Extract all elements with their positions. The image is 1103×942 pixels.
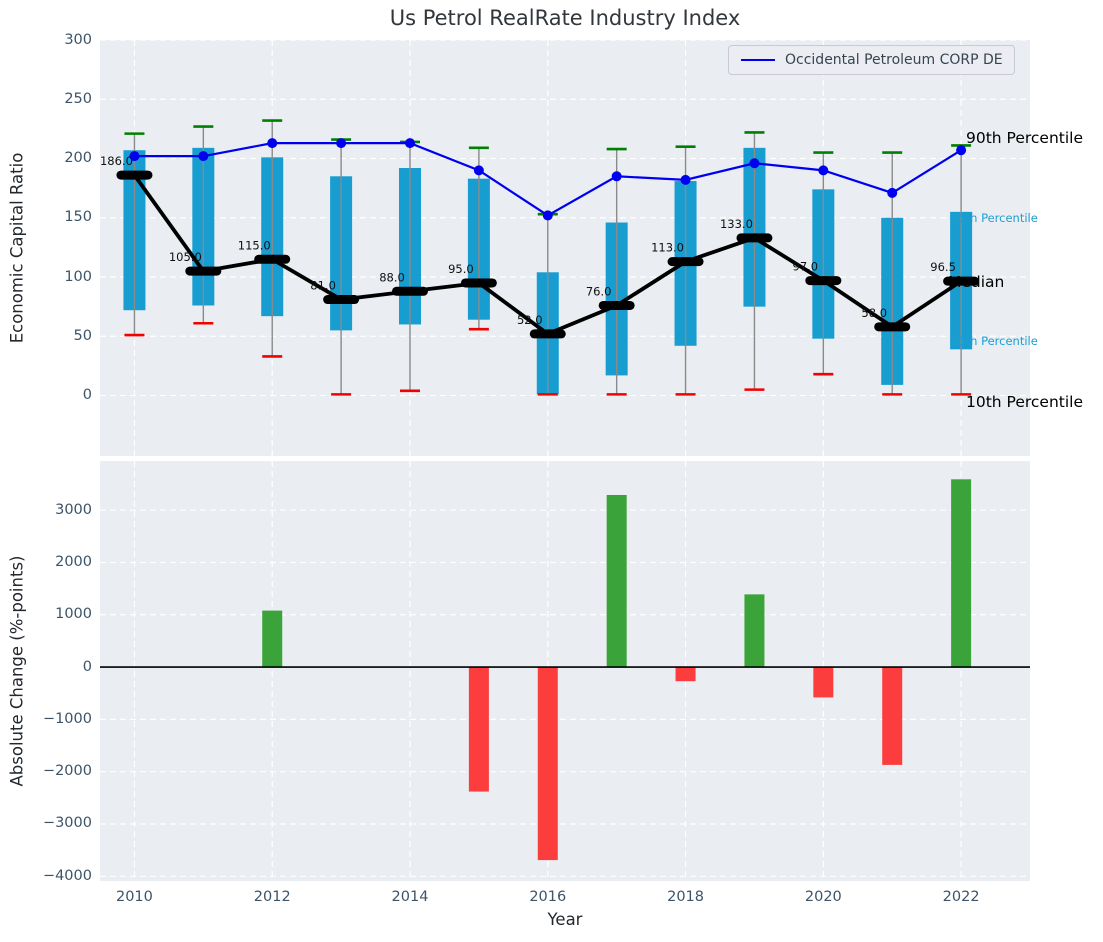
occidental-point (267, 138, 277, 148)
median-value-label: 113.0 (651, 241, 684, 255)
occidental-point (198, 151, 208, 161)
occidental-point (818, 165, 828, 175)
x-tick-label: 2020 (788, 889, 858, 906)
bottom-y-tick-label: −4000 (30, 868, 92, 885)
median-marker (874, 322, 910, 331)
change-bar-positive (262, 611, 282, 667)
median-marker (599, 301, 635, 310)
legend-line-swatch (741, 59, 775, 61)
x-tick-label: 2018 (651, 889, 721, 906)
chart-title: Us Petrol RealRate Industry Index (100, 6, 1030, 30)
occidental-point (405, 138, 415, 148)
median-marker (668, 257, 704, 266)
top-axes: 186.0 105.0 115.0 81.0 88.0 95.0 52.0 76.0 113.0… (100, 40, 1030, 456)
change-bar-positive (607, 495, 627, 667)
top-y-tick-label: 0 (30, 387, 92, 404)
occidental-point (956, 145, 966, 155)
occidental-point (749, 158, 759, 168)
bottom-y-tick-label: −1000 (30, 711, 92, 728)
median-value-label: 88.0 (379, 270, 405, 284)
x-axis-label: Year (100, 910, 1030, 929)
median-marker (116, 171, 152, 180)
top-y-tick-label: 250 (30, 91, 92, 108)
bottom-y-tick-label: −3000 (30, 815, 92, 832)
median-value-label: 81.0 (310, 279, 336, 293)
top-y-tick-label: 200 (30, 150, 92, 167)
annotation-10th-percentile: 10th Percentile (966, 393, 1083, 412)
change-bar-negative (676, 667, 696, 681)
median-value-label: 76.0 (586, 284, 612, 298)
annotation-25th-percentile: 25th Percentile (951, 335, 1038, 349)
top-y-tick-label: 300 (30, 32, 92, 49)
change-bar-negative (469, 667, 489, 791)
median-value-label: 133.0 (720, 217, 753, 231)
annotation-75th-percentile: 75th Percentile (951, 212, 1038, 226)
x-tick-label: 2012 (237, 889, 307, 906)
median-marker (805, 276, 841, 285)
median-marker (185, 267, 221, 276)
median-marker (254, 255, 290, 264)
median-marker (461, 278, 497, 287)
occidental-point (474, 165, 484, 175)
median-marker (392, 287, 428, 296)
bottom-axes (100, 461, 1030, 881)
x-tick-label: 2022 (926, 889, 996, 906)
bottom-y-tick-label: 2000 (30, 554, 92, 571)
change-bar-positive (951, 479, 971, 667)
top-chart-canvas: 186.0 105.0 115.0 81.0 88.0 95.0 52.0 76.0 113.0… (100, 40, 1030, 456)
occidental-point (681, 175, 691, 185)
median-marker (323, 295, 359, 304)
change-bar-negative (813, 667, 833, 697)
median-value-label: 58.0 (861, 306, 887, 320)
occidental-point (543, 210, 553, 220)
top-y-axis-label: Economic Capital Ratio (8, 153, 27, 344)
median-value-label: 186.0 (100, 154, 133, 168)
figure: Us Petrol RealRate Industry Index Econom… (0, 0, 1103, 942)
occidental-point (887, 188, 897, 198)
bottom-y-tick-label: 1000 (30, 606, 92, 623)
annotation-median: Median (948, 273, 1004, 292)
median-value-label: 52.0 (517, 313, 543, 327)
bottom-y-tick-label: −2000 (30, 763, 92, 780)
top-y-tick-label: 150 (30, 209, 92, 226)
median-value-label: 95.0 (448, 262, 474, 276)
bottom-y-tick-label: 0 (30, 659, 92, 676)
x-tick-label: 2010 (99, 889, 169, 906)
change-bar-positive (744, 594, 764, 667)
median-value-label: 97.0 (793, 260, 819, 274)
top-y-tick-label: 100 (30, 269, 92, 286)
change-bar-negative (538, 667, 558, 860)
change-bar-negative (882, 667, 902, 765)
occidental-point (612, 171, 622, 181)
legend-label: Occidental Petroleum CORP DE (785, 52, 1003, 68)
x-tick-label: 2016 (513, 889, 583, 906)
bottom-y-axis-label: Absolute Change (%-points) (8, 556, 27, 787)
median-value-label: 115.0 (238, 238, 271, 252)
top-y-tick-label: 50 (30, 328, 92, 345)
bottom-chart-canvas (100, 461, 1030, 881)
median-marker (530, 329, 566, 338)
annotation-90th-percentile: 90th Percentile (966, 129, 1083, 148)
median-value-label: 105.0 (169, 250, 202, 264)
occidental-point (336, 138, 346, 148)
bottom-y-tick-label: 3000 (30, 502, 92, 519)
legend: Occidental Petroleum CORP DE (728, 45, 1015, 75)
x-tick-label: 2014 (375, 889, 445, 906)
median-marker (736, 233, 772, 242)
